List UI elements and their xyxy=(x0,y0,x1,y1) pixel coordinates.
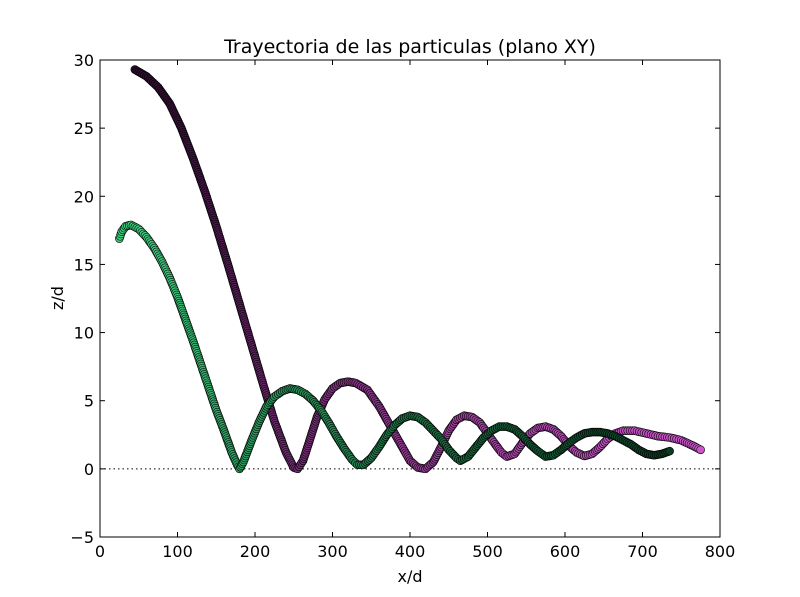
y-tick-label: −5 xyxy=(70,528,94,547)
series-layer xyxy=(115,65,705,474)
chart-title: Trayectoria de las particulas (plano XY) xyxy=(223,36,596,58)
y-tick-label: 25 xyxy=(74,119,94,138)
y-axis-label: z/d xyxy=(48,286,67,310)
x-tick-label: 600 xyxy=(550,542,581,561)
x-tick-label: 100 xyxy=(162,542,193,561)
y-tick-label: 0 xyxy=(84,460,94,479)
axis-ticks xyxy=(99,59,721,538)
data-point xyxy=(665,446,674,456)
y-tick-label: 10 xyxy=(74,324,94,343)
x-tick-label: 300 xyxy=(317,542,348,561)
y-tick-label: 15 xyxy=(74,255,94,274)
data-point xyxy=(696,445,705,455)
y-tick-label: 20 xyxy=(74,187,94,206)
y-tick-label: 5 xyxy=(84,392,94,411)
x-tick-label: 500 xyxy=(472,542,503,561)
x-tick-label: 400 xyxy=(395,542,426,561)
y-tick-label: 30 xyxy=(74,51,94,70)
x-axis-label: x/d xyxy=(397,567,422,586)
x-tick-label: 800 xyxy=(705,542,736,561)
x-tick-label: 200 xyxy=(240,542,271,561)
series-2 xyxy=(115,220,674,474)
x-tick-label: 0 xyxy=(95,542,105,561)
x-tick-label: 700 xyxy=(627,542,658,561)
